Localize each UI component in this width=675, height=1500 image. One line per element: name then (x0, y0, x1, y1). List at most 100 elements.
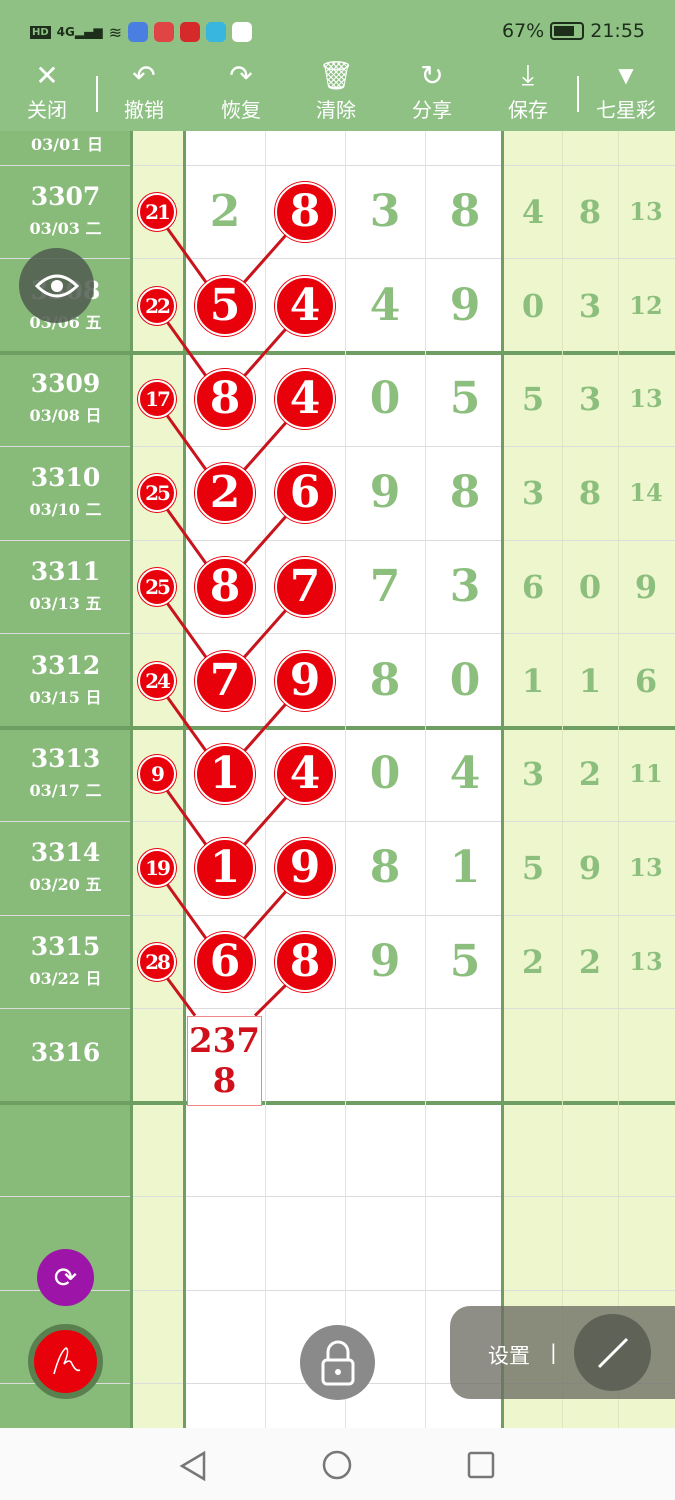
app-icon-music (231, 22, 252, 42)
digit: 5 (449, 935, 481, 987)
recents-icon[interactable] (466, 1450, 496, 1480)
digit: 1 (449, 842, 481, 894)
issue-date: 03/20 五 (29, 875, 102, 895)
home-icon[interactable] (321, 1449, 353, 1481)
download-icon: ⤓ (521, 58, 535, 91)
column-divider (264, 0, 266, 1428)
column-divider (182, 0, 186, 1428)
column-divider (424, 0, 426, 1428)
row-divider (0, 633, 675, 635)
refresh-button[interactable]: ⟳ (37, 1249, 94, 1306)
highlighted-digit: 8 (275, 931, 335, 992)
extra-value: 9 (578, 849, 602, 888)
extra-value: 13 (629, 196, 663, 226)
column-divider (617, 0, 619, 1428)
app-icon-video (153, 22, 174, 42)
dropdown-triangle-icon: ▼ (618, 63, 634, 87)
app-icon-video2 (179, 22, 200, 42)
lottery-type-dropdown[interactable]: ▼ 七星彩 (586, 56, 666, 123)
column-divider (561, 0, 563, 1428)
row-divider (0, 725, 675, 730)
connector-line (241, 701, 289, 754)
connector-line (241, 420, 289, 473)
extra-value: 2 (521, 942, 545, 981)
row-divider (0, 445, 675, 447)
hd-icon: HD (30, 25, 51, 39)
issue-date: 03/15 日 (29, 687, 102, 707)
extra-value: 12 (629, 290, 663, 320)
extra-value: 8 (578, 474, 602, 513)
digit: 8 (449, 467, 481, 519)
highlighted-digit: 4 (275, 275, 335, 336)
issue-number: 3312 (30, 650, 101, 680)
highlighted-digit: 1 (195, 838, 255, 899)
sum-circle: 17 (138, 380, 176, 419)
connector-line (241, 514, 289, 566)
clear-button[interactable]: 🗑 清除 (296, 56, 376, 123)
connector-line (165, 883, 209, 941)
undo-button[interactable]: ↶ 撤销 (104, 56, 184, 123)
trash-icon: 🗑 (318, 58, 354, 92)
digit: 5 (449, 373, 481, 425)
highlighted-digit: 6 (275, 463, 335, 524)
visibility-toggle-button[interactable] (19, 248, 94, 323)
highlighted-digit: 7 (275, 556, 335, 617)
connector-line (165, 414, 209, 472)
row-divider (0, 914, 675, 916)
save-button[interactable]: ⤓ 保存 (488, 56, 568, 123)
sum-circle: 22 (138, 286, 176, 325)
issue-date: 03/10 二 (29, 500, 102, 520)
lock-button[interactable] (300, 1325, 375, 1400)
app-icon-browser (127, 22, 148, 42)
pen-button[interactable] (28, 1324, 103, 1399)
extra-value: 13 (629, 384, 663, 414)
highlighted-digit: 8 (195, 369, 255, 430)
share-button[interactable]: ↻ 分享 (392, 56, 472, 123)
digit: 8 (369, 654, 401, 706)
extra-value: 5 (521, 380, 545, 419)
issue-column (0, 0, 131, 1428)
settings-button[interactable]: 设置 (488, 1344, 530, 1368)
digit: 4 (369, 279, 401, 331)
column-divider (500, 0, 504, 1428)
highlighted-digit: 1 (195, 744, 255, 805)
connector-line (165, 976, 197, 1017)
signature-pen-icon (52, 1346, 80, 1374)
highlighted-digit: 9 (275, 650, 335, 711)
connector-line (165, 789, 209, 847)
highlighted-digit: 9 (275, 838, 335, 899)
extra-value: 13 (629, 946, 663, 976)
column-divider (129, 0, 133, 1428)
settings-divider: | (550, 1340, 557, 1364)
extra-value: 9 (634, 567, 658, 606)
sum-circle: 24 (138, 661, 176, 700)
row-divider (0, 1008, 675, 1010)
extra-value: 6 (634, 661, 658, 700)
close-button[interactable]: ✕ 关闭 (7, 56, 87, 123)
digit: 9 (369, 467, 401, 519)
next-issue-number: 3316 (30, 1037, 101, 1067)
digit: 0 (449, 654, 481, 706)
extra-value: 3 (521, 474, 545, 513)
connector-line (165, 320, 209, 379)
digit: 9 (449, 279, 481, 331)
extra-value: 3 (578, 380, 602, 419)
issue-date: 03/08 日 (29, 406, 102, 426)
line-tool-button[interactable] (574, 1314, 651, 1391)
connector-line (241, 795, 289, 848)
extra-value: 13 (629, 853, 663, 883)
partial-row-date: 03/01 日 (31, 135, 103, 154)
connector-line (165, 695, 209, 754)
highlighted-digit: 7 (195, 650, 255, 711)
connector-line (241, 326, 289, 379)
digit: 3 (449, 560, 481, 612)
column-divider (344, 0, 346, 1428)
issue-number: 3311 (30, 556, 101, 586)
close-icon: ✕ (35, 58, 59, 92)
prediction-line-1: 237 (189, 1020, 260, 1061)
highlighted-digit: 6 (195, 931, 255, 992)
back-icon[interactable] (178, 1450, 208, 1482)
redo-button[interactable]: ↷ 恢复 (201, 56, 281, 123)
highlighted-digit: 4 (275, 369, 335, 430)
